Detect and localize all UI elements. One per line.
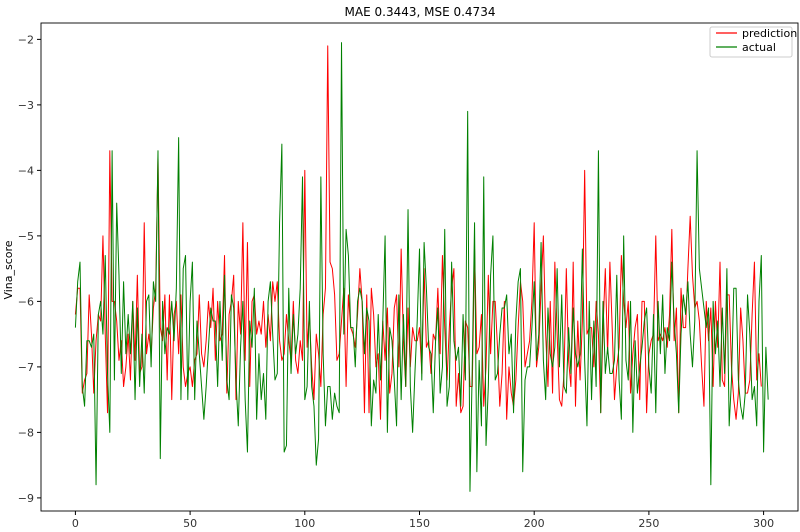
x-tick-label: 0 bbox=[72, 517, 79, 530]
y-tick-label: −3 bbox=[18, 99, 34, 112]
y-tick-label: −9 bbox=[18, 492, 34, 505]
y-axis-label: Vina_score bbox=[2, 240, 15, 299]
legend-label-actual: actual bbox=[742, 41, 776, 54]
legend-box bbox=[709, 26, 793, 58]
chart-title: MAE 0.3443, MSE 0.4734 bbox=[345, 5, 496, 19]
plot-area bbox=[40, 22, 799, 512]
y-axis: −2 −3 −4 −5 −6 −7 −8 −9 bbox=[18, 33, 41, 505]
y-tick-label: −7 bbox=[18, 361, 34, 374]
series-layer bbox=[74, 42, 769, 492]
x-tick-label: 50 bbox=[183, 517, 197, 530]
series-line-prediction bbox=[74, 45, 762, 420]
y-tick-label: −6 bbox=[18, 295, 34, 308]
x-tick-label: 250 bbox=[638, 517, 659, 530]
y-tick-label: −4 bbox=[18, 164, 34, 177]
x-tick-label: 200 bbox=[524, 517, 545, 530]
y-tick-label: −8 bbox=[18, 426, 34, 439]
y-tick-label: −5 bbox=[18, 230, 34, 243]
x-tick-label: 100 bbox=[294, 517, 315, 530]
legend: prediction actual bbox=[709, 26, 797, 58]
x-tick-label: 150 bbox=[409, 517, 430, 530]
x-tick-label: 300 bbox=[753, 517, 774, 530]
legend-label-prediction: prediction bbox=[742, 27, 797, 40]
series-line-actual bbox=[74, 42, 769, 492]
y-tick-label: −2 bbox=[18, 33, 34, 46]
x-axis: 0 50 100 150 200 250 300 bbox=[72, 511, 774, 530]
